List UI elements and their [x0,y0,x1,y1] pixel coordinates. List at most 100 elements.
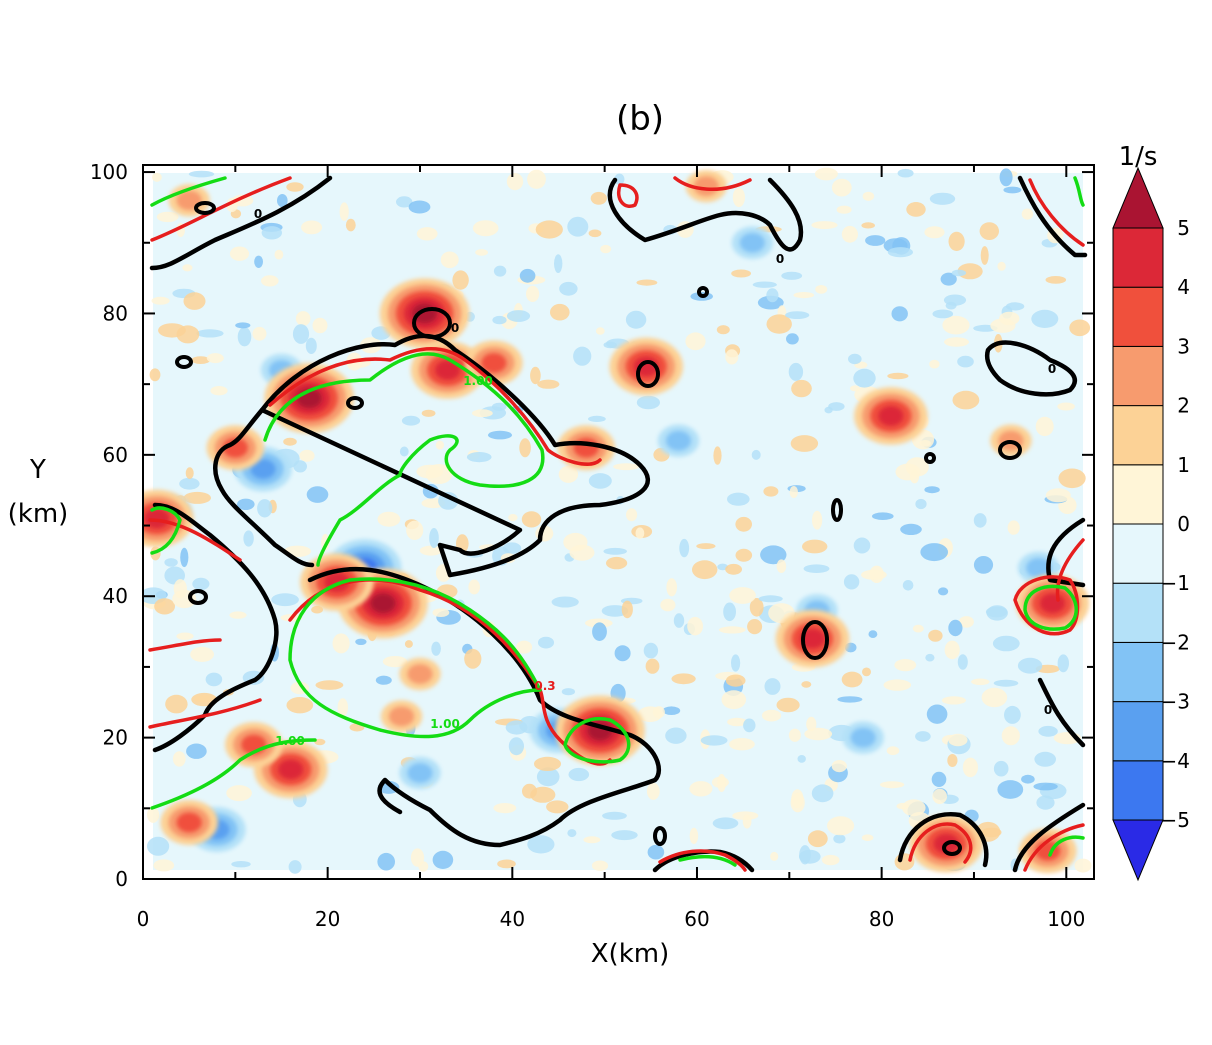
field-texture-cell [151,296,170,305]
field-texture-cell [534,756,561,772]
field-texture-cell [377,511,401,527]
field-texture-cell [666,578,677,597]
field-texture-cell [948,619,963,637]
contour-red [268,347,602,466]
field-texture-cell [231,861,251,868]
field-texture-cell [538,636,554,649]
field-texture-cell [735,548,753,562]
field-texture-cell [226,785,252,802]
field-texture-cell [833,834,846,844]
field-texture-cell [611,830,638,841]
colorbar-swatch [1112,701,1164,762]
field-texture-cell [894,659,917,672]
colorbar-tick-label: −4 [1161,749,1190,773]
field-texture-cell [948,733,968,747]
field-texture-cell [519,268,536,283]
vorticity-maximum [555,695,645,766]
field-texture-cell [626,508,638,522]
contour-black [259,333,650,578]
colorbar-tick-label: −1 [1161,571,1190,595]
field-texture-cell [301,220,323,235]
field-texture-cell [527,835,555,854]
contour-black-loop [924,452,936,464]
field-texture-cell [886,746,900,756]
field-texture-cell [537,379,560,389]
field-texture-cell [671,673,696,685]
field-texture-cell [766,288,779,303]
field-texture-cell [831,760,847,773]
extremum-level [278,759,304,780]
field-texture-cell [154,598,176,615]
field-texture-cell [563,532,588,552]
contour-red [908,822,973,864]
field-texture-cell [764,678,781,695]
field-texture-cell [928,629,943,642]
field-texture-cell [288,860,302,874]
field-texture-cell [621,600,633,619]
field-texture-cell [902,580,914,591]
field-texture-cell [1001,726,1020,746]
x-tick-label: 60 [684,907,709,931]
vorticity-maximum [225,722,283,768]
field-texture-cell [408,200,431,214]
colorbar-tick-label: 3 [1177,334,1190,358]
field-texture-cell [375,675,392,685]
field-texture-cell [861,222,875,229]
field-texture-cell [153,859,175,872]
field-texture-cell [932,309,954,319]
field-texture-cell [1017,657,1043,674]
field-texture-cell [421,409,436,417]
field-texture-cell [879,781,905,789]
field-texture-cell [824,406,833,414]
field-texture-cell [981,827,1002,838]
field-texture-cell [804,727,833,741]
contour-label: 1.00 [430,717,460,731]
contour-red [658,849,747,872]
field-texture-cell [751,449,761,460]
field-texture-cell [837,696,863,703]
field-texture-cell [601,605,629,617]
field-texture-cell [776,697,800,713]
extremum-level [1025,558,1052,578]
field-texture-cell [806,716,817,732]
field-texture-cell [603,547,627,555]
field-texture-cell [613,463,640,471]
field-texture-cell [758,595,783,603]
contour-red [617,183,639,208]
field-texture-cell [493,265,507,277]
extremum-level [799,628,826,649]
field-texture-cell [760,545,787,565]
field-texture-cell [382,656,408,668]
field-texture-cell [786,333,799,345]
extremum-level [250,459,276,479]
field-texture-cell [312,317,328,334]
field-texture-cell [497,859,516,869]
field-texture-cell [410,848,425,867]
colorbar-extend-top [1112,166,1164,229]
field-texture-cell [419,545,443,556]
field-texture-cell [803,564,830,573]
field-texture-cell [836,205,852,214]
field-texture-cell [993,760,1009,777]
field-texture-cell [261,275,279,287]
x-tick-label: 80 [869,907,894,931]
field-texture-cell [997,780,1024,799]
field-texture-cell [182,264,193,272]
contour-green [563,717,631,764]
field-texture-cell [747,619,763,635]
field-texture-cell [164,558,178,567]
field-texture-cell [567,829,577,838]
vorticity-maximum [854,387,928,445]
field-texture-cell [554,254,563,273]
field-texture-cell [210,386,228,396]
field-texture-cell [799,845,811,865]
colorbar-swatch [1112,582,1164,643]
contour-black [607,177,804,252]
field-texture-cell [176,632,194,640]
field-texture-cell [1021,774,1035,784]
field-texture-cell [416,227,438,241]
field-texture-cell [614,645,631,662]
field-texture-cell [843,574,860,590]
